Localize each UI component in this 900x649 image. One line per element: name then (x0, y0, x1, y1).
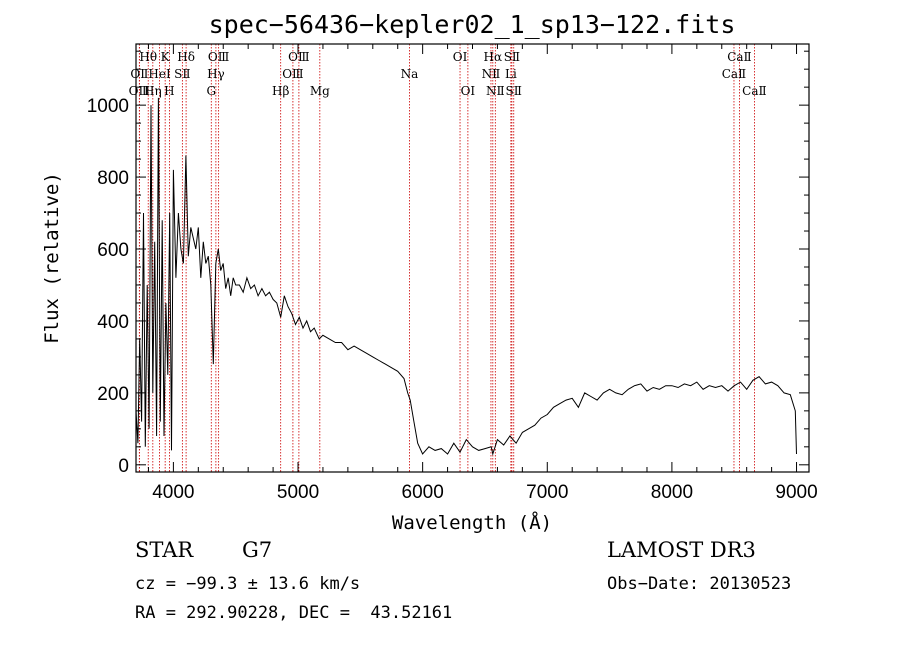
spectral-line-label: OⅢ (282, 67, 303, 81)
x-tick-label: 5000 (277, 482, 319, 503)
spectral-line-label: Hβ (272, 84, 289, 98)
x-tick-label: 4000 (152, 482, 194, 503)
y-tick-label: 0 (118, 456, 129, 477)
spectral-line-label: SⅡ (174, 67, 190, 81)
axis-ticks: 4000 5000 6000 7000 8000 9000 0 200 400 600 800 100… (87, 44, 818, 503)
spectral-line-label: CaⅡ (722, 67, 747, 81)
x-axis-label: Wavelength (Å) (392, 511, 552, 534)
y-tick-label: 1000 (87, 96, 129, 117)
spectral-line-label: HeⅠ (148, 67, 171, 81)
spectral-line-label: SⅡ (504, 50, 520, 64)
x-tick-label: 6000 (402, 482, 444, 503)
spectral-line-label: Hη (144, 84, 162, 98)
x-tick-label: 8000 (651, 482, 693, 503)
spectral-line-label: CaⅡ (727, 50, 752, 64)
spectral-line-label: Hα (484, 50, 503, 64)
chart-title: spec−56436−kepler02_1_sp13−122.fits (209, 10, 736, 39)
spectral-line-label: OⅢ (129, 84, 150, 98)
spectral-line-label: G (206, 84, 216, 98)
redshift-readout: cz = −99.3 ± 13.6 km/s (135, 574, 361, 594)
x-tick-label: 7000 (526, 482, 568, 503)
spectrum-series-line (135, 97, 797, 456)
x-tick-label: 9000 (775, 482, 817, 503)
coordinates-readout: RA = 292.90228, DEC = 43.52161 (135, 603, 453, 623)
spectral-line-label: Na (401, 67, 419, 81)
y-tick-label: 600 (97, 240, 129, 261)
spectral-line-label: NⅡ (486, 84, 505, 98)
y-tick-label: 800 (97, 168, 129, 189)
spectral-line-label: OⅡ (130, 67, 148, 81)
spectral-line-labels: OⅡOⅢHθHηHeⅠKHSⅡHδGHγOⅢHβOⅢOⅢMgNaOⅠOⅠNⅡHα… (129, 50, 767, 98)
spectral-line-label: K (161, 50, 171, 64)
y-tick-label: 400 (97, 312, 129, 333)
spectral-line-label: Mg (310, 84, 330, 98)
spectral-line-label: OⅢ (208, 50, 229, 64)
spectral-line-label: SⅡ (506, 84, 522, 98)
spectral-line-label: Hδ (177, 50, 195, 64)
spectral-line-label: OⅠ (461, 84, 476, 98)
spectral-line-label: Li (505, 67, 517, 81)
plot-frame (135, 43, 810, 473)
survey-name: LAMOST DR3 (607, 538, 756, 562)
object-subclass: G7 (242, 538, 273, 562)
spectral-line-markers (138, 44, 755, 472)
y-axis-label: Flux (relative) (41, 172, 63, 344)
y-tick-label: 200 (97, 384, 129, 405)
spectral-line-label: Hθ (139, 50, 157, 64)
spectral-line-label: OⅠ (453, 50, 468, 64)
observation-date: Obs−Date: 20130523 (607, 574, 792, 594)
spectral-line-label: OⅢ (288, 50, 309, 64)
spectral-line-label: Hγ (207, 67, 225, 81)
object-class: STAR (135, 538, 194, 562)
spectral-line-label: CaⅡ (742, 84, 767, 98)
spectral-line-label: NⅡ (482, 67, 501, 81)
spectral-line-label: H (164, 84, 174, 98)
